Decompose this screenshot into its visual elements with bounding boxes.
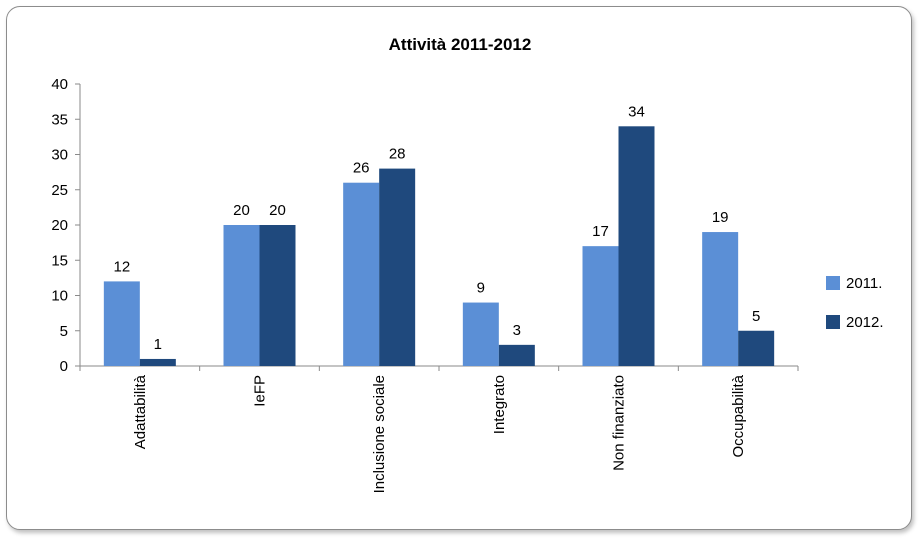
category-label: Inclusione sociale <box>371 375 388 493</box>
category-label: Integrato <box>491 375 508 434</box>
y-tick-label: 40 <box>51 76 68 93</box>
y-tick-label: 0 <box>60 358 68 375</box>
y-tick-label: 10 <box>51 288 68 305</box>
y-tick-label: 35 <box>51 111 68 128</box>
category-label: Non finanziato <box>611 375 628 471</box>
bar-2012 <box>259 225 296 366</box>
category-labels-group: Adattabilità IeFP Inclusione sociale Integr… <box>132 374 747 493</box>
bar-2012 <box>738 330 775 366</box>
bars-group <box>103 126 775 366</box>
y-tick-label: 30 <box>51 147 68 164</box>
bar-2012 <box>139 358 176 366</box>
data-label: 34 <box>628 103 645 120</box>
bar-2011 <box>702 232 739 366</box>
bar-2011 <box>343 182 380 366</box>
bar-2011 <box>582 246 619 366</box>
bar-2011 <box>462 302 499 366</box>
chart-title: Attività 2011-2012 <box>389 35 532 54</box>
y-tick-label: 5 <box>60 323 68 340</box>
data-label: 26 <box>353 160 370 177</box>
data-label: 1 <box>154 336 162 353</box>
legend-label: 2011. <box>846 275 882 292</box>
bar-2012 <box>379 168 416 366</box>
bar-2011 <box>103 281 140 366</box>
data-label: 5 <box>752 308 760 325</box>
data-label: 28 <box>389 146 406 163</box>
data-labels-group: 12 1 20 20 26 28 9 3 17 34 19 5 <box>113 103 760 353</box>
data-label: 3 <box>513 322 521 339</box>
bar-2012 <box>498 344 535 366</box>
bar-2012 <box>618 126 655 366</box>
data-label: 20 <box>233 202 250 219</box>
legend-swatch <box>826 315 840 329</box>
data-label: 19 <box>712 209 729 226</box>
y-axis-ticks: 0 5 10 15 20 25 30 35 40 <box>51 76 80 375</box>
chart-frame <box>6 6 912 530</box>
category-label: Adattabilità <box>132 374 149 449</box>
y-tick-label: 15 <box>51 252 68 269</box>
y-tick-label: 25 <box>51 182 68 199</box>
legend-swatch <box>826 276 840 290</box>
data-label: 9 <box>477 280 485 297</box>
category-label: IeFP <box>252 375 269 407</box>
data-label: 20 <box>269 202 286 219</box>
bar-2011 <box>223 225 260 366</box>
data-label: 17 <box>592 223 609 240</box>
data-label: 12 <box>113 258 130 275</box>
y-tick-label: 20 <box>51 217 68 234</box>
x-axis-ticks <box>79 366 799 371</box>
category-label: Occupabilità <box>730 374 747 457</box>
legend: 2011. 2012. <box>826 275 884 331</box>
legend-label: 2012. <box>846 314 884 331</box>
